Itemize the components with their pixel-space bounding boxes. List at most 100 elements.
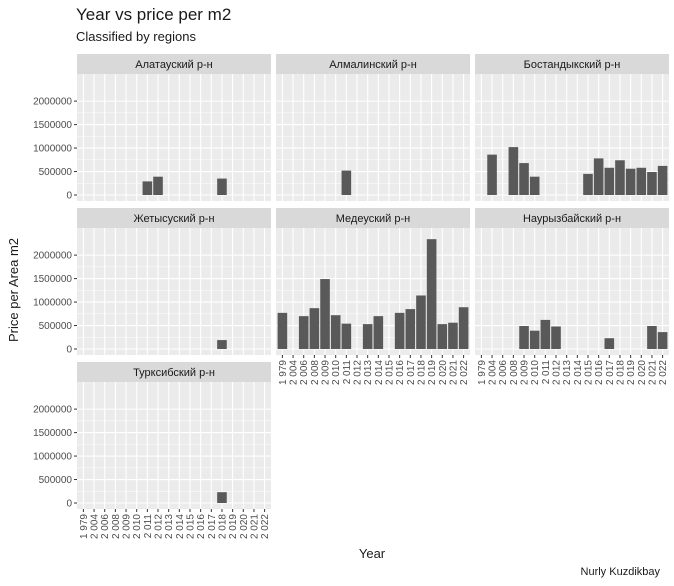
x-tick-label: 2 022 <box>260 514 271 539</box>
bar <box>437 324 448 349</box>
facet-strip <box>77 362 271 382</box>
bar <box>593 158 604 195</box>
bar <box>217 340 227 349</box>
y-tick-label: 1000000 <box>33 144 72 155</box>
bar <box>540 319 551 349</box>
bar <box>330 315 341 349</box>
x-tick-label: 2 021 <box>448 360 459 385</box>
x-tick-label: 2 006 <box>498 360 509 385</box>
bar <box>604 167 615 195</box>
bar <box>583 173 593 195</box>
y-tick-label: 1500000 <box>33 120 72 131</box>
y-tick-label: 0 <box>66 499 72 510</box>
x-tick-label: 2 008 <box>111 514 122 539</box>
x-tick-label: 2 011 <box>342 360 353 385</box>
y-tick-label: 1500000 <box>33 428 72 439</box>
bar <box>458 307 469 349</box>
x-tick-label: 2 012 <box>154 514 165 539</box>
x-tick-label: 2 009 <box>520 360 531 385</box>
x-tick-label: 2 006 <box>100 514 111 539</box>
bar <box>153 176 163 195</box>
bar <box>615 160 625 195</box>
x-tick-label: 2 018 <box>416 360 427 385</box>
facet-panel <box>276 74 470 201</box>
y-tick-label: 500000 <box>39 321 73 332</box>
chart-subtitle: Classified by regions <box>76 29 196 44</box>
facet-strip-label: Жетысуский р-н <box>133 213 214 225</box>
bar <box>142 181 153 195</box>
x-tick-label: 2 004 <box>90 514 101 539</box>
x-tick-label: 2 014 <box>374 360 385 385</box>
facet-panel <box>77 74 271 201</box>
y-tick-label: 1000000 <box>33 298 72 309</box>
x-tick-label: 2 022 <box>459 360 470 385</box>
facet-strip-label: Алатауский р-н <box>135 59 212 71</box>
x-tick-label: 2 006 <box>299 360 310 385</box>
bar <box>657 165 668 195</box>
x-tick-label: 2 013 <box>363 360 374 385</box>
bar <box>277 312 288 349</box>
x-tick-label: 2 014 <box>175 514 186 539</box>
x-tick-label: 2 009 <box>321 360 332 385</box>
y-tick-label: 500000 <box>39 475 73 486</box>
facet-strip <box>276 54 470 74</box>
bar <box>426 239 437 349</box>
bar <box>217 178 227 195</box>
facet-panel <box>475 228 669 355</box>
bar <box>309 308 320 349</box>
x-tick-label: 2 009 <box>122 514 133 539</box>
y-tick-label: 2000000 <box>33 97 72 108</box>
y-tick-label: 1500000 <box>33 274 72 285</box>
x-tick-label: 2 015 <box>185 514 196 539</box>
x-tick-label: 2 013 <box>164 514 175 539</box>
x-tick-label: 2 014 <box>573 360 584 385</box>
facet-strip <box>276 208 470 228</box>
x-tick-label: 2 017 <box>406 360 417 385</box>
x-tick-label: 2 016 <box>594 360 605 385</box>
x-tick-label: 1 979 <box>79 514 90 539</box>
x-tick-label: 2 018 <box>615 360 626 385</box>
x-tick-label: 2 019 <box>228 514 239 539</box>
bar <box>519 163 529 195</box>
x-tick-label: 2 010 <box>331 360 342 385</box>
x-tick-label: 2 012 <box>353 360 364 385</box>
bar <box>298 316 309 349</box>
x-tick-label: 2 016 <box>196 514 207 539</box>
bar <box>529 330 540 349</box>
bar <box>341 323 352 349</box>
bar <box>647 172 657 195</box>
x-tick-label: 2 015 <box>384 360 395 385</box>
facet-strip <box>475 208 669 228</box>
x-tick-label: 2 019 <box>626 360 637 385</box>
bar <box>647 326 657 349</box>
y-tick-label: 1000000 <box>33 452 72 463</box>
x-tick-label: 2 020 <box>438 360 449 385</box>
bar <box>320 279 330 349</box>
y-tick-label: 2000000 <box>33 251 72 262</box>
x-tick-label: 2 004 <box>488 360 499 385</box>
bar <box>394 312 405 349</box>
x-tick-label: 1 979 <box>477 360 488 385</box>
x-tick-label: 2 013 <box>562 360 573 385</box>
x-tick-label: 2 010 <box>132 514 143 539</box>
bar <box>551 326 561 349</box>
x-tick-label: 2 018 <box>217 514 228 539</box>
chart-title: Year vs price per m2 <box>76 5 232 24</box>
x-tick-label: 2 011 <box>143 514 154 539</box>
x-tick-label: 2 015 <box>583 360 594 385</box>
facet-strip-label: Алмалинский р-н <box>329 59 417 71</box>
chart-caption: Nurly Kuzdikbay <box>580 566 660 578</box>
bar <box>341 170 352 195</box>
bar <box>373 316 384 349</box>
y-axis-title: Price per Area m2 <box>6 238 21 342</box>
y-tick-label: 0 <box>66 345 72 356</box>
x-tick-label: 2 019 <box>427 360 438 385</box>
x-tick-label: 2 021 <box>647 360 658 385</box>
x-tick-label: 2 011 <box>541 360 552 385</box>
x-tick-label: 2 016 <box>395 360 406 385</box>
x-tick-label: 2 022 <box>658 360 669 385</box>
x-tick-label: 2 021 <box>249 514 260 539</box>
bar <box>625 168 636 195</box>
x-tick-label: 2 017 <box>207 514 218 539</box>
